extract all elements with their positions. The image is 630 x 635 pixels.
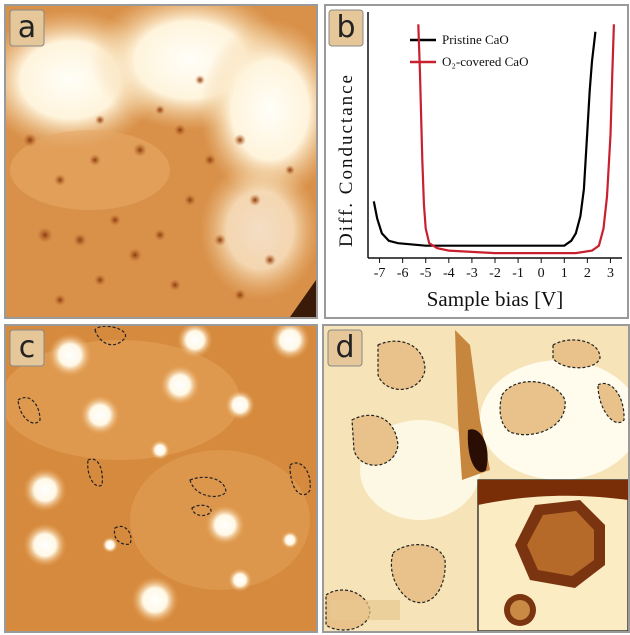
- label-text: d: [335, 330, 354, 365]
- y-axis-label: Diff. Conductance: [336, 73, 357, 247]
- stm-image-a: [6, 6, 316, 317]
- x-axis-label: Sample bias [V]: [427, 287, 563, 311]
- legend-label: O₂-covered CaO: [442, 54, 528, 69]
- panel-border: [324, 4, 629, 319]
- panel-label: a b c d: [9, 9, 364, 367]
- x-tick-label: -2: [489, 266, 501, 281]
- stm-image-d: [324, 326, 628, 631]
- label-text: a: [18, 10, 36, 45]
- x-tick-label: 1: [561, 266, 568, 281]
- x-tick-label: -4: [443, 266, 455, 281]
- stm-image-c: [6, 326, 316, 631]
- x-tick-label: 0: [538, 266, 545, 281]
- x-tick-label: -1: [512, 266, 524, 281]
- x-tick-label: 3: [607, 266, 614, 281]
- label-text: c: [19, 330, 36, 365]
- x-tick-label: -3: [466, 266, 478, 281]
- line-series: [417, 24, 615, 255]
- line-series: [372, 31, 597, 247]
- panel-border: [322, 324, 630, 633]
- label-text: b: [336, 10, 355, 45]
- x-tick-label: -6: [397, 266, 409, 281]
- panel-border: [4, 324, 318, 633]
- x-tick-label: -5: [420, 266, 432, 281]
- x-tick-label: -7: [374, 266, 386, 281]
- panel-border: [4, 4, 318, 319]
- legend-label: Pristine CaO: [442, 32, 509, 47]
- x-tick-label: 2: [584, 266, 591, 281]
